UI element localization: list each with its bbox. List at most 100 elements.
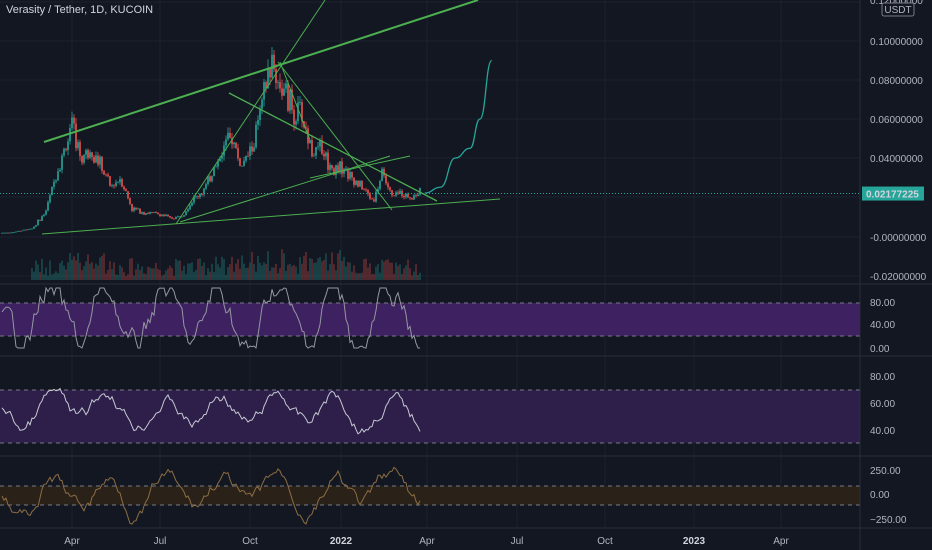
rsi-tick-label: 80.00 — [870, 372, 895, 383]
candle-body — [59, 169, 61, 172]
candle-body — [277, 82, 279, 84]
volume-bar — [271, 267, 273, 280]
volume-bar — [417, 274, 419, 280]
candle-body — [77, 142, 79, 149]
candle-body — [393, 195, 395, 197]
candle-body — [103, 170, 105, 175]
candle-body — [207, 176, 209, 185]
candle-body — [221, 155, 223, 159]
candle-body — [61, 155, 63, 170]
candle-body — [233, 142, 235, 145]
cci-tick-label: 250.00 — [870, 466, 901, 477]
volume-bar — [157, 268, 159, 280]
volume-bar — [219, 267, 221, 280]
candle-body — [369, 193, 371, 199]
lower-support-line — [41, 198, 501, 235]
candle-body — [339, 161, 341, 173]
volume-bar — [165, 270, 167, 280]
volume-bar — [327, 270, 329, 280]
volume-bar — [53, 273, 55, 280]
volume-bar — [75, 260, 77, 280]
candle-body — [5, 232, 7, 234]
volume-bar — [169, 265, 171, 280]
candle-body — [241, 165, 243, 167]
volume-bar — [205, 275, 207, 280]
volume-bar — [411, 275, 413, 280]
time-tick-label: 2022 — [330, 536, 353, 547]
volume-bar — [341, 261, 343, 280]
volume-bar — [353, 265, 355, 280]
candle-body — [359, 180, 361, 187]
volume-bar — [365, 258, 367, 280]
volume-bar — [105, 273, 107, 280]
volume-bar — [289, 263, 291, 280]
volume-bar — [405, 265, 407, 280]
candle-body — [301, 102, 303, 122]
volume-bar — [375, 266, 377, 280]
candle-body — [281, 88, 283, 96]
time-tick-label: Apr — [419, 536, 435, 547]
volume-bar — [155, 262, 157, 280]
candle-body — [333, 168, 335, 175]
candle-body — [3, 232, 5, 234]
candle-body — [323, 153, 325, 157]
volume-bar — [109, 261, 111, 280]
indicator-panes — [0, 283, 932, 529]
candle-body — [265, 82, 267, 89]
volume-bar — [167, 268, 169, 280]
mid-trend-line — [179, 155, 391, 223]
candle-body — [51, 186, 53, 196]
candle-body — [45, 210, 47, 215]
candle-body — [211, 176, 213, 182]
time-tick-label: Jul — [511, 536, 524, 547]
volume-bar — [247, 267, 249, 280]
candle-body — [337, 165, 339, 173]
volume-bar — [333, 264, 335, 280]
rsi-tick-label: 40.00 — [870, 426, 895, 437]
volume-bar — [149, 267, 151, 280]
volume-bar — [409, 268, 411, 280]
price-tick-label: -0.02000000 — [870, 272, 927, 283]
candle-body — [33, 226, 35, 229]
candle-body — [193, 197, 195, 203]
trendlines — [41, 0, 501, 235]
volume-bar — [127, 274, 129, 280]
projection-curve — [424, 59, 493, 194]
volume-bar — [419, 272, 421, 280]
volume-bar — [187, 263, 189, 280]
candle-body — [275, 69, 277, 83]
volume-bar — [39, 272, 41, 280]
volume-bar — [321, 261, 323, 280]
candle-body — [73, 117, 75, 124]
volume-bar — [331, 252, 333, 280]
volume-bar — [115, 274, 117, 280]
volume-bar — [395, 262, 397, 280]
candle-body — [63, 148, 65, 156]
candle-body — [259, 108, 261, 121]
volume-bar — [119, 264, 121, 280]
candle-body — [11, 232, 13, 234]
candle-body — [383, 168, 385, 176]
candle-body — [169, 216, 171, 218]
volume-bar — [177, 260, 179, 280]
candle-body — [407, 193, 409, 198]
candle-body — [39, 219, 41, 221]
candle-body — [75, 123, 77, 149]
current-price-badge — [862, 186, 924, 201]
volume-bar — [249, 262, 251, 280]
candle-body — [9, 232, 11, 234]
candle-body — [53, 181, 55, 187]
candle-body — [191, 202, 193, 206]
candle-body — [245, 155, 247, 161]
volume-bar — [241, 255, 243, 280]
candle-body — [123, 186, 125, 190]
candle-body — [209, 176, 211, 182]
time-tick-label: Oct — [597, 536, 613, 547]
candle-body — [173, 218, 175, 220]
price-tick-label: 0.04000000 — [870, 154, 923, 165]
volume-bar — [133, 275, 135, 280]
stoch-tick-label: 0.00 — [870, 344, 890, 355]
volume-bar — [303, 255, 305, 280]
candle-body — [267, 68, 269, 89]
